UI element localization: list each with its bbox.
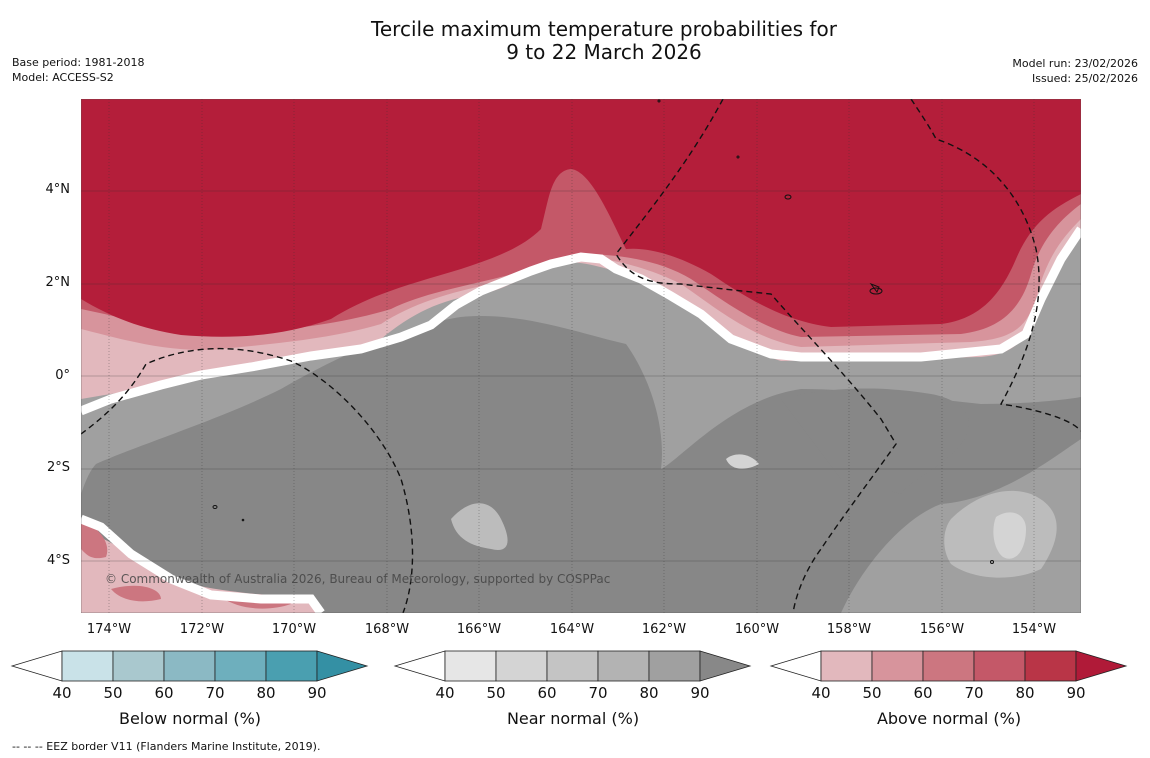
white-contour-south [81,514,325,613]
cb-below-tick-40: 40 [52,684,72,702]
cb-near-tick-80: 80 [639,684,659,702]
colorbar-extend-low [10,650,63,682]
colorbar-near-label: Near normal (%) [506,709,640,728]
cb-above-tick-70: 70 [964,684,984,702]
colorbar-segment [163,650,216,682]
cb-near-tick-90: 90 [690,684,710,702]
cb-below-tick-50: 50 [103,684,123,702]
lon-label-174w: 174°W [86,622,132,637]
above-normal-sw-darker [81,519,291,609]
colorbar-below [10,650,369,682]
colorbar-extend-low [393,650,446,682]
colorbar-segment [922,650,975,682]
cb-above-tick-40: 40 [811,684,831,702]
lon-label-168w: 168°W [364,622,410,637]
colorbar-segment [444,650,497,682]
lon-label-160w: 160°W [734,622,780,637]
title-line-2: 9 to 22 March 2026 [506,40,702,64]
cb-near-tick-40: 40 [435,684,455,702]
above-normal-90-area [81,99,1081,337]
lat-label-4n: 4°N [45,182,71,197]
lon-label-166w: 166°W [456,622,502,637]
cb-near-tick-60: 60 [537,684,557,702]
title-line-1: Tercile maximum temperature probabilitie… [371,17,837,41]
near-normal-50-patch-east [993,512,1026,559]
lon-label-158w: 158°W [826,622,872,637]
eez-legend: -- -- -- EEZ border V11 (Flanders Marine… [12,740,321,753]
issued-date: Issued: 25/02/2026 [1031,72,1138,85]
model-name: Model: ACCESS-S2 [12,71,114,84]
colorbar-extend-high [316,650,369,682]
colorbar-extend-high [1075,650,1128,682]
colorbar-near [393,650,752,682]
lon-label-154w: 154°W [1011,622,1057,637]
colorbar-segment [820,650,873,682]
lat-label-2n: 2°N [45,275,71,290]
lat-label-4s: 4°S [46,553,70,568]
colorbar-segment [546,650,599,682]
cb-above-tick-50: 50 [862,684,882,702]
lon-label-164w: 164°W [549,622,595,637]
colorbar-segment [265,650,318,682]
near-normal-60-patch-small [726,454,759,469]
model-run: Model run: 23/02/2026 [1012,57,1138,70]
cb-below-tick-70: 70 [205,684,225,702]
meta-right: Model run: 23/02/2026 Issued: 25/02/2026 [1012,56,1138,86]
near-normal-60-patch-south [451,503,508,550]
lon-label-156w: 156°W [919,622,965,637]
cb-below-tick-60: 60 [154,684,174,702]
colorbar-segment [648,650,701,682]
lon-label-170w: 170°W [271,622,317,637]
cb-below-tick-80: 80 [256,684,276,702]
map-title: Tercile maximum temperature probabilitie… [0,18,1150,64]
cb-above-tick-80: 80 [1015,684,1035,702]
lon-label-172w: 172°W [179,622,225,637]
cb-above-tick-60: 60 [913,684,933,702]
colorbar-segment [112,650,165,682]
colorbar-segment [214,650,267,682]
colorbar-segment [597,650,650,682]
colorbar-segment [495,650,548,682]
colorbar-above [769,650,1128,682]
lat-label-2s: 2°S [46,460,70,475]
colorbar-segment [973,650,1026,682]
colorbar-extend-low [769,650,822,682]
cb-below-tick-90: 90 [307,684,327,702]
white-contour-north [81,226,1081,416]
lat-label-0: 0° [55,368,70,383]
probability-map [81,99,1081,613]
colorbar-above-label: Above normal (%) [876,709,1022,728]
lon-label-162w: 162°W [641,622,687,637]
copyright-text: © Commonwealth of Australia 2026, Bureau… [105,572,611,586]
near-normal-80-east [781,388,970,494]
eez-borders [81,99,1081,613]
colorbar-segment [871,650,924,682]
cb-near-tick-70: 70 [588,684,608,702]
colorbars [10,650,1128,682]
colorbar-below-label: Below normal (%) [118,709,262,728]
colorbar-segment [61,650,114,682]
colorbar-extend-high [699,650,752,682]
near-normal-80-area [81,316,1081,613]
base-period: Base period: 1981-2018 [12,56,145,69]
meta-left: Base period: 1981-2018 Model: ACCESS-S2 [12,55,144,85]
cb-above-tick-90: 90 [1066,684,1086,702]
cb-near-tick-50: 50 [486,684,506,702]
colorbar-segment [1024,650,1077,682]
map-panel: © Commonwealth of Australia 2026, Bureau… [81,99,1081,613]
lat-lines [81,190,1081,562]
islands [212,99,994,564]
